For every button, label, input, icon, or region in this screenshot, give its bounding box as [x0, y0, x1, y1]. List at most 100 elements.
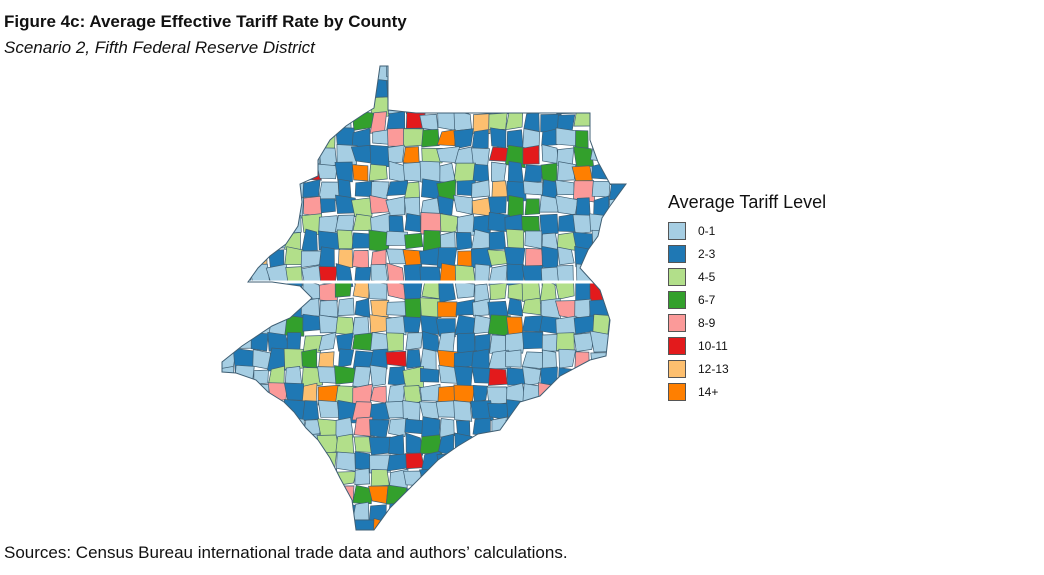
- county-polygon: [282, 129, 307, 148]
- county-polygon: [232, 401, 255, 420]
- county-polygon: [233, 384, 254, 407]
- county-polygon: [352, 164, 369, 182]
- county-polygon: [590, 144, 611, 162]
- county-polygon: [267, 504, 287, 524]
- county-polygon: [250, 399, 272, 420]
- county-polygon: [542, 349, 558, 371]
- county-polygon: [607, 366, 625, 387]
- county-polygon: [385, 350, 407, 367]
- county-polygon: [222, 450, 239, 474]
- county-polygon: [222, 298, 234, 320]
- county-polygon: [285, 145, 307, 165]
- county-polygon: [369, 348, 388, 370]
- county-polygon: [232, 196, 251, 217]
- county-polygon: [222, 500, 237, 525]
- county-polygon: [472, 384, 489, 403]
- county-polygon: [422, 95, 440, 114]
- county-polygon: [249, 96, 273, 117]
- county-polygon: [506, 470, 527, 486]
- county-polygon: [352, 250, 370, 270]
- legend-title: Average Tariff Level: [668, 192, 827, 212]
- county-polygon: [488, 367, 508, 386]
- county-polygon: [251, 383, 270, 404]
- county-polygon: [507, 160, 524, 185]
- county-polygon: [588, 400, 611, 421]
- county-polygon: [520, 487, 543, 506]
- county-polygon: [301, 367, 323, 389]
- legend-item: 4-5: [668, 265, 826, 288]
- county-polygon: [573, 332, 595, 352]
- county-polygon: [505, 484, 528, 504]
- county-polygon: [283, 93, 303, 117]
- county-polygon: [268, 300, 287, 321]
- county-polygon: [539, 194, 560, 213]
- county-polygon: [556, 92, 576, 115]
- county-polygon: [506, 399, 528, 423]
- county-polygon: [318, 76, 340, 96]
- county-polygon: [234, 92, 252, 116]
- county-polygon: [489, 519, 510, 530]
- county-polygon: [606, 212, 626, 232]
- county-polygon: [231, 143, 255, 167]
- county-polygon: [607, 434, 626, 455]
- county-polygon: [453, 365, 473, 387]
- county-polygon: [318, 520, 341, 530]
- county-polygon: [301, 382, 318, 404]
- county-polygon: [351, 232, 371, 249]
- county-polygon: [624, 113, 626, 129]
- county-polygon: [251, 231, 270, 250]
- county-polygon: [607, 113, 626, 130]
- legend-label: 12-13: [698, 361, 729, 376]
- county-polygon: [419, 484, 444, 504]
- county-polygon: [335, 76, 355, 98]
- county-polygon: [557, 502, 576, 519]
- county-polygon: [455, 232, 473, 251]
- county-polygon: [623, 399, 626, 422]
- county-polygon: [287, 518, 304, 530]
- county-polygon: [249, 128, 273, 146]
- county-polygon: [403, 470, 422, 486]
- county-polygon: [250, 435, 269, 456]
- county-polygon: [491, 416, 509, 439]
- county-polygon: [539, 432, 558, 453]
- county-polygon: [557, 246, 575, 266]
- county-polygon: [351, 128, 371, 149]
- county-polygon: [319, 66, 338, 80]
- county-polygon: [558, 348, 577, 369]
- county-polygon: [302, 127, 321, 148]
- county-polygon: [437, 485, 457, 505]
- county-polygon: [522, 416, 542, 440]
- county-polygon: [337, 518, 355, 530]
- county-polygon: [319, 484, 339, 502]
- county-polygon: [573, 66, 593, 83]
- county-polygon: [370, 249, 387, 267]
- county-polygon: [337, 297, 355, 316]
- county-polygon: [248, 112, 270, 133]
- county-polygon: [282, 177, 306, 200]
- county-polygon: [622, 434, 626, 456]
- county-polygon: [267, 162, 288, 182]
- county-polygon: [592, 66, 610, 80]
- county-polygon: [301, 228, 318, 252]
- county-polygon: [555, 280, 575, 300]
- county-polygon: [266, 94, 290, 114]
- county-polygon: [521, 265, 544, 284]
- county-polygon: [608, 128, 626, 149]
- county-polygon: [283, 348, 304, 370]
- county-polygon: [283, 78, 304, 95]
- county-polygon: [474, 466, 492, 491]
- county-polygon: [487, 486, 510, 506]
- county-polygon: [232, 180, 255, 198]
- county-polygon: [490, 127, 507, 149]
- county-polygon: [608, 179, 626, 202]
- county-polygon: [590, 501, 612, 525]
- county-polygon: [372, 517, 390, 530]
- county-polygon: [590, 112, 612, 133]
- county-polygon: [222, 198, 234, 217]
- county-polygon: [440, 519, 458, 530]
- county-polygon: [624, 299, 626, 316]
- county-polygon: [222, 382, 238, 405]
- county-polygon: [523, 66, 541, 79]
- county-polygon: [503, 76, 524, 100]
- county-polygon: [222, 485, 236, 503]
